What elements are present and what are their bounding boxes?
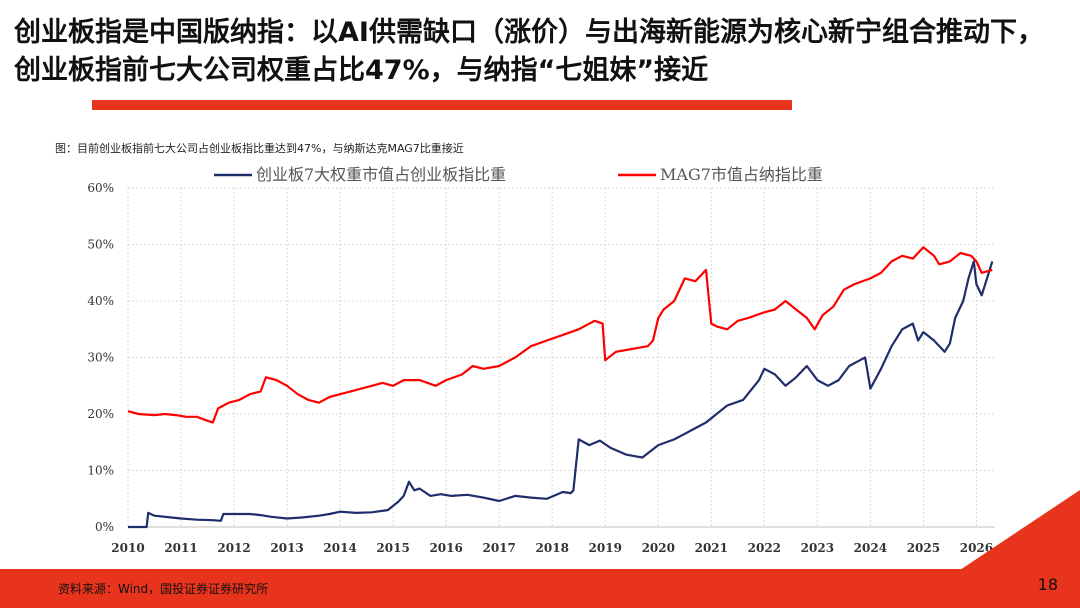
y-tick-label: 20%: [87, 407, 114, 421]
title-underline-bar: [92, 100, 792, 110]
y-tick-label: 30%: [87, 351, 114, 365]
legend-label-1: 创业板7大权重市值占创业板指比重: [256, 165, 506, 184]
x-tick-label: 2024: [854, 541, 887, 555]
x-tick-label: 2023: [801, 541, 834, 555]
x-tick-label: 2016: [429, 541, 462, 555]
series-line-1: [128, 260, 994, 529]
x-tick-label: 2021: [695, 541, 728, 555]
x-tick-label: 2015: [376, 541, 409, 555]
series-line-2: [127, 246, 993, 424]
legend: 创业板7大权重市值占创业板指比重 MAG7市值占纳指比重: [214, 165, 823, 184]
line-chart: 0% 10% 20% 30% 40% 50% 60% 2010 2011 2012 2013 2014…: [87, 165, 995, 555]
series-lines: [127, 246, 994, 529]
y-tick-label: 0%: [95, 520, 114, 534]
y-tick-label: 60%: [87, 181, 114, 195]
x-tick-label: 2017: [482, 541, 515, 555]
x-tick-label: 2022: [748, 541, 781, 555]
y-tick-label: 50%: [87, 238, 114, 252]
legend-label-2: MAG7市值占纳指比重: [660, 165, 823, 184]
page-number: 18: [1037, 575, 1058, 594]
chart-caption: 图：目前创业板指前七大公司占创业板指比重达到47%，与纳斯达克MAG7比重接近: [55, 142, 464, 155]
x-tick-label: 2018: [536, 541, 569, 555]
x-tick-label: 2019: [589, 541, 622, 555]
x-tick-label: 2020: [642, 541, 675, 555]
x-tick-label: 2012: [217, 541, 250, 555]
x-tick-label: 2010: [111, 541, 144, 555]
slide-title: 创业板指是中国版纳指：以AI供需缺口（涨价）与出海新能源为核心新宁组合推动下，创…: [14, 17, 1044, 86]
corner-decoration: [960, 490, 1080, 570]
footer-bar: [0, 569, 1080, 608]
x-tick-label: 2025: [907, 541, 940, 555]
footer-source: 资料来源：Wind，国投证券证券研究所: [58, 582, 269, 596]
x-tick-label: 2011: [164, 541, 197, 555]
x-tick-label: 2013: [270, 541, 303, 555]
y-tick-label: 40%: [87, 294, 114, 308]
y-tick-label: 10%: [87, 464, 114, 478]
axis-labels: 0% 10% 20% 30% 40% 50% 60% 2010 2011 2012 2013 2014…: [87, 181, 993, 555]
x-tick-label: 2014: [323, 541, 356, 555]
